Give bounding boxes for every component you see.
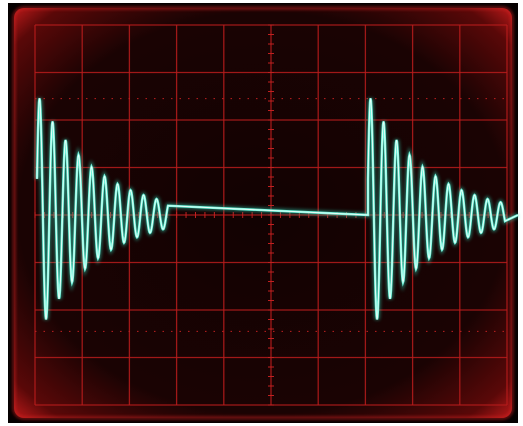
waveform [34,97,520,321]
trace-core [36,98,519,320]
screen-edge [12,6,514,420]
screen-glow [14,8,512,418]
